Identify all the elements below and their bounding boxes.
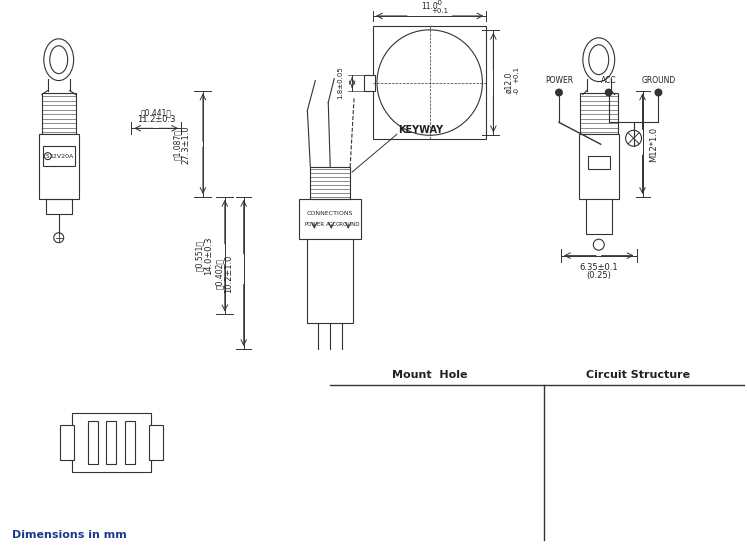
Bar [588, 156, 610, 169]
Bar [39, 134, 78, 199]
Text: (0.25): (0.25) [586, 271, 611, 280]
Text: 6.35±0.1: 6.35±0.1 [580, 263, 618, 272]
Bar [42, 92, 75, 134]
Text: 〄0.402々: 〄0.402々 [215, 258, 224, 289]
Text: GROUND: GROUND [642, 76, 675, 85]
Text: ACC: ACC [326, 222, 337, 227]
Circle shape [605, 89, 613, 96]
Bar [580, 92, 618, 134]
Bar [72, 412, 151, 472]
Text: 11.2±0.3: 11.2±0.3 [137, 115, 176, 124]
Bar [46, 199, 72, 214]
Text: 〄0.551々: 〄0.551々 [196, 240, 205, 271]
Text: 27.3±1.0: 27.3±1.0 [182, 125, 190, 163]
Ellipse shape [44, 39, 74, 80]
Text: CONNECTIONS: CONNECTIONS [307, 211, 353, 216]
Text: POWER: POWER [304, 222, 324, 227]
Text: Mount  Hole: Mount Hole [392, 370, 468, 380]
Circle shape [54, 233, 63, 243]
Bar [60, 425, 74, 460]
Bar [87, 421, 98, 464]
Text: +0.1: +0.1 [431, 8, 448, 14]
Text: POWER: POWER [545, 76, 573, 85]
Text: KEYWAY: KEYWAY [398, 125, 443, 135]
Text: 10.2±1.0: 10.2±1.0 [224, 254, 233, 293]
Text: +0.1: +0.1 [513, 66, 519, 83]
Bar [43, 146, 75, 166]
Bar [125, 421, 135, 464]
Text: -0: -0 [436, 0, 443, 6]
Ellipse shape [589, 45, 609, 75]
Bar [579, 134, 619, 199]
Bar [300, 199, 361, 239]
Bar [586, 199, 612, 234]
Text: S: S [46, 153, 49, 158]
Text: Dimensions in mm: Dimensions in mm [12, 530, 127, 540]
Text: 11.0: 11.0 [421, 3, 438, 12]
Text: 1.8±0.05: 1.8±0.05 [337, 66, 343, 99]
Text: Circuit Structure: Circuit Structure [586, 370, 691, 380]
Bar [310, 167, 350, 199]
Bar [307, 239, 353, 323]
Text: ø12.0: ø12.0 [505, 72, 514, 94]
Circle shape [626, 130, 642, 146]
Circle shape [377, 30, 483, 135]
Bar [364, 75, 375, 91]
Text: 〄1.087々: 〄1.087々 [173, 129, 182, 160]
Text: ACC: ACC [601, 76, 616, 85]
Ellipse shape [583, 38, 615, 81]
Circle shape [654, 89, 663, 96]
Ellipse shape [50, 46, 68, 74]
Circle shape [555, 89, 563, 96]
Circle shape [593, 239, 604, 250]
Text: 〄0.441々: 〄0.441々 [140, 108, 172, 117]
Text: 14.0±0.3: 14.0±0.3 [205, 236, 214, 275]
Circle shape [44, 153, 52, 159]
Bar [373, 26, 486, 139]
Text: 12V20A: 12V20A [49, 153, 74, 158]
Text: M12*1.0: M12*1.0 [649, 126, 658, 162]
Text: GROUND: GROUND [336, 222, 361, 227]
Bar [107, 421, 117, 464]
Bar [149, 425, 163, 460]
Text: -0: -0 [513, 87, 519, 94]
